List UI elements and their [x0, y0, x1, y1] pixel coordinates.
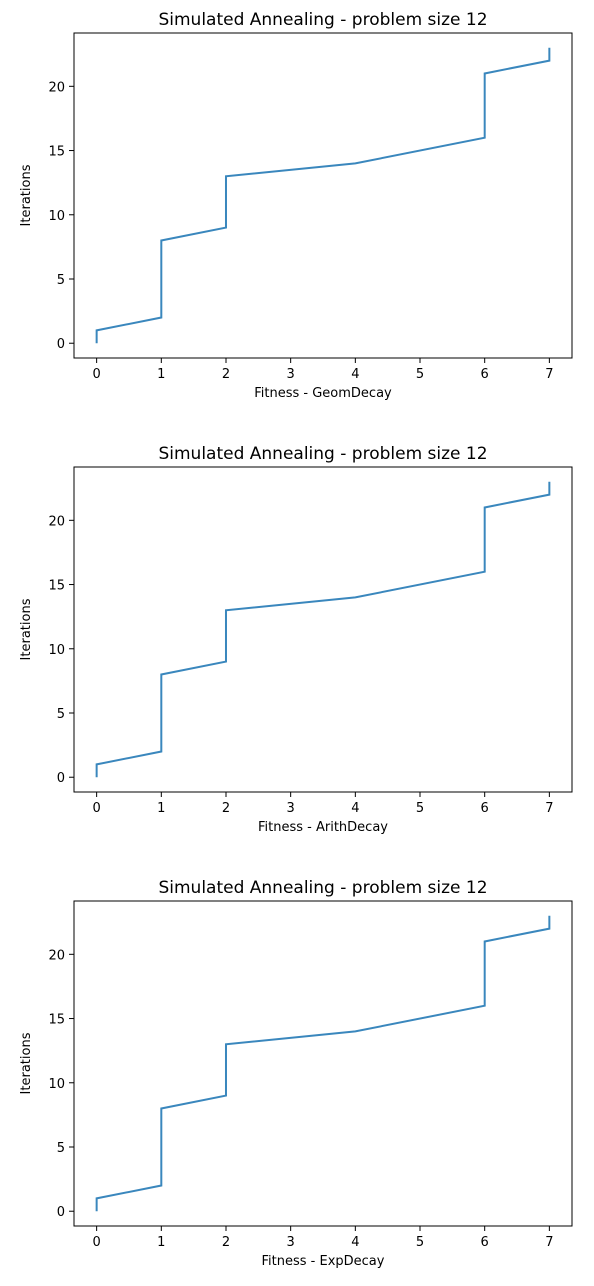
x-tick-label: 3 [287, 801, 295, 816]
x-tick-label: 6 [481, 1235, 489, 1250]
x-tick-label: 0 [92, 367, 100, 382]
y-tick-label: 20 [48, 948, 65, 963]
chart-panel-3: 0 1 2 3 4 5 6 7 0 5 10 15 20 Simulated Annealing - pr… [19, 878, 573, 1269]
y-tick-label: 20 [48, 514, 65, 529]
y-tick-label: 5 [57, 273, 65, 288]
y-tick-label: 10 [48, 643, 65, 658]
y-tick-label: 0 [57, 1205, 65, 1220]
y-tick-label: 0 [57, 337, 65, 352]
x-tick-label: 5 [416, 1235, 424, 1250]
x-axis-label: Fitness - GeomDecay [254, 386, 392, 401]
x-tick-label: 7 [545, 367, 553, 382]
x-tick-label: 4 [351, 801, 359, 816]
y-tick-label: 5 [57, 1141, 65, 1156]
series-line-1 [95, 47, 551, 344]
y-tick-label: 5 [57, 707, 65, 722]
x-tick-label: 5 [416, 367, 424, 382]
chart-panel-1: 0 1 2 3 4 5 6 7 0 5 10 15 20 Simulated Annealing - pr… [19, 10, 573, 401]
plot-frame [73, 900, 573, 1227]
chart-title: Simulated Annealing - problem size 12 [158, 878, 487, 898]
y-tick-label: 10 [48, 209, 65, 224]
x-tick-label: 1 [157, 1235, 165, 1250]
y-tick-label: 15 [48, 1013, 65, 1028]
x-tick-label: 4 [351, 367, 359, 382]
x-tick-label: 2 [222, 367, 230, 382]
x-tick-label: 1 [157, 367, 165, 382]
x-tick-label: 7 [545, 1235, 553, 1250]
series-line-1 [95, 481, 551, 778]
y-tick-label: 15 [48, 145, 65, 160]
x-tick-label: 5 [416, 801, 424, 816]
y-axis-label: Iterations [19, 164, 34, 226]
x-tick-label: 6 [481, 367, 489, 382]
x-tick-label: 3 [287, 1235, 295, 1250]
chart-title: Simulated Annealing - problem size 12 [158, 10, 487, 30]
x-tick-label: 7 [545, 801, 553, 816]
y-tick-label: 10 [48, 1077, 65, 1092]
x-tick-label: 0 [92, 1235, 100, 1250]
y-axis-label: Iterations [19, 1032, 34, 1094]
y-tick-label: 15 [48, 579, 65, 594]
x-tick-label: 2 [222, 1235, 230, 1250]
x-tick-label: 1 [157, 801, 165, 816]
x-tick-label: 6 [481, 801, 489, 816]
series-line-1 [95, 915, 551, 1212]
plot-frame [73, 32, 573, 359]
x-tick-label: 0 [92, 801, 100, 816]
plot-frame [73, 466, 573, 793]
y-tick-label: 20 [48, 80, 65, 95]
x-axis-label: Fitness - ExpDecay [262, 1254, 385, 1269]
x-tick-label: 4 [351, 1235, 359, 1250]
chart-panel-2: 0 1 2 3 4 5 6 7 0 5 10 15 20 Simulated Annealing - pr… [19, 444, 573, 835]
x-tick-label: 2 [222, 801, 230, 816]
chart-title: Simulated Annealing - problem size 12 [158, 444, 487, 464]
x-tick-label: 3 [287, 367, 295, 382]
y-axis-label: Iterations [19, 598, 34, 660]
y-tick-label: 0 [57, 771, 65, 786]
x-axis-label: Fitness - ArithDecay [258, 820, 388, 835]
